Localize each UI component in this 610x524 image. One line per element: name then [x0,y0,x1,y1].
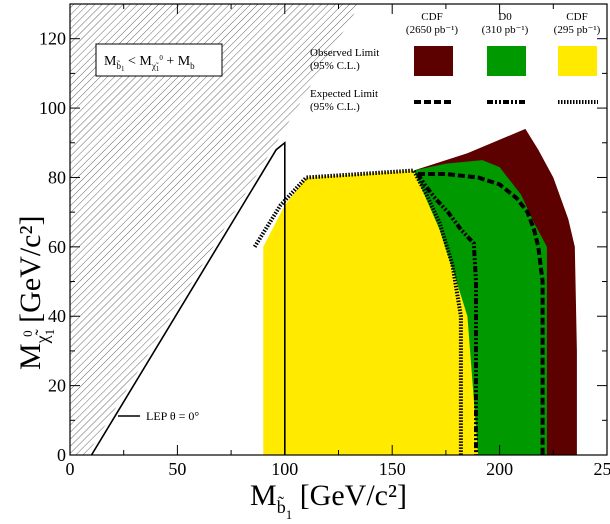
x-tick-label: 150 [379,459,406,479]
y-tick-label: 120 [39,29,66,49]
y-axis-title-subsub: 1 [42,329,57,336]
kinematic-hatch [70,4,360,455]
x-axis-title-sub: b̃ [277,495,286,517]
kinematic-lt: < [128,54,136,69]
legend-header-2-lumi: (310 pb⁻¹) [482,24,529,36]
kinematic-region [70,4,360,455]
series-lep-0 [90,141,286,455]
kinematic-chi-sub: χ̃ [151,61,159,71]
svg-text:Mb̃1 < Mχ̃10 + Mb: Mb̃1 < Mχ̃10 + Mb [104,54,195,73]
legend-observed-label-2: (95% C.L.) [310,60,360,72]
x-tick-label: 100 [271,459,298,479]
kinematic-label-box [95,43,223,77]
legend-header-3-name: CDF [566,11,587,23]
kinematic-b-subsub: 1 [121,65,125,73]
kinematic-m2: M [139,54,152,69]
legend-header-2-name: D0 [498,11,512,23]
x-axis-title-main: M [250,479,277,512]
y-tick-label: 0 [57,445,66,465]
y-axis-title-main: M [14,343,47,370]
x-tick-label: 250 [594,459,610,479]
legend-header-1-lumi: (2650 pb⁻¹) [406,24,459,36]
x-axis-title: Mb̃1 [GeV/c²] [250,479,407,522]
y-axis-title-sup: 0 [20,330,35,337]
observed-limit-regions [263,128,577,455]
series-cdf-295-pb-expected-limit [253,168,463,455]
kinematic-label: Mb̃1 < Mχ̃10 + Mb [95,43,223,77]
legend-swatch-cdf-295-observed [558,46,597,76]
kinematic-m1: M [104,54,117,69]
y-tick-label: 60 [48,237,66,257]
kinematic-b-sub: b̃ [116,61,121,71]
legend: CDF (2650 pb⁻¹) D0 (310 pb⁻¹) CDF (295 p… [310,11,601,113]
lep-legend-label: LEP θ = 0° [146,409,199,423]
lep-legend: LEP θ = 0° [118,409,199,423]
x-tick-label: 50 [168,459,186,479]
y-tick-label: 100 [39,98,66,118]
legend-expected-label-1: Expected Limit [310,88,378,100]
legend-header-3-lumi: (295 pb⁻¹) [554,24,601,36]
series-d0-310-pb-expected-limit [416,172,478,455]
axis-ticks: 0 50 100 150 200 250 0 20 40 60 80 100 120 [39,4,610,479]
plot-area: 0 50 100 150 200 250 0 20 40 60 80 100 120 [39,3,610,479]
legend-swatch-d0-310-observed [487,46,526,76]
svg-text:Mχ̃10 [GeV/c²]: Mχ̃10 [GeV/c²] [14,216,57,370]
kinematic-chi-sup: 0 [159,54,163,62]
y-tick-label: 80 [48,167,66,187]
legend-observed-label-1: Observed Limit [310,47,379,59]
legend-expected-label-2: (95% C.L.) [310,101,360,113]
legend-swatch-cdf-2650-observed [414,46,453,76]
series-cdf-295-pb-observed-limit [263,170,479,455]
y-tick-label: 40 [48,306,66,326]
x-axis-title-unit: [GeV/c²] [300,479,407,512]
svg-text:Mb̃1 [GeV/c²]: Mb̃1 [GeV/c²] [250,479,407,522]
series-cdf-2650-pb-expected-limit [418,172,545,455]
kinematic-plus: + [166,54,174,69]
expected-limit-lines [90,141,545,455]
x-axis-title-subsub: 1 [286,507,293,522]
legend-header-1-name: CDF [421,11,442,23]
kinematic-m3: M [178,54,191,69]
x-tick-label: 0 [66,459,75,479]
x-tick-label: 200 [486,459,513,479]
y-axis-title-unit: [GeV/c²] [14,216,47,323]
y-tick-label: 20 [48,376,66,396]
kinematic-chi-subsub: 1 [156,65,160,73]
y-axis-title: Mχ̃10 [GeV/c²] [14,216,57,370]
kinematic-b2-sub: b [190,61,195,71]
